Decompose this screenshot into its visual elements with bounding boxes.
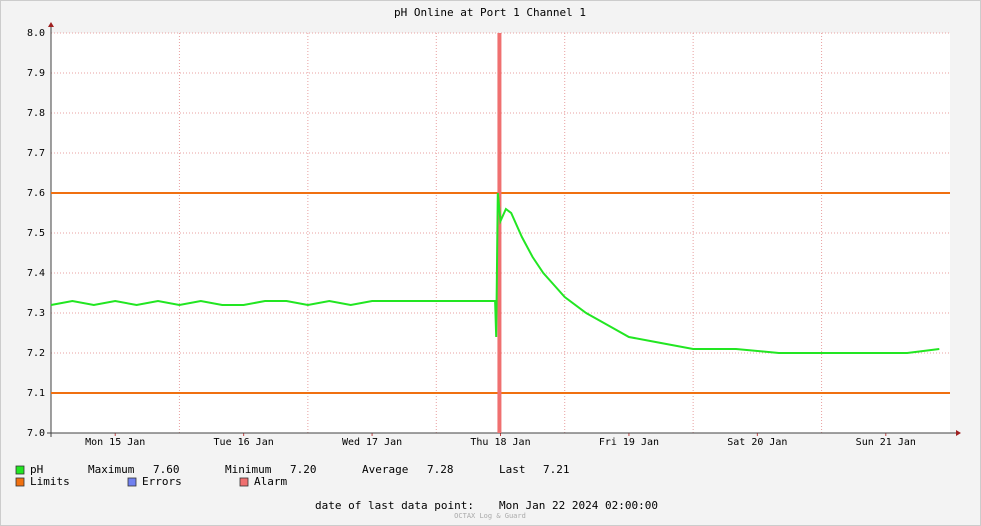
legend-label: Limits	[30, 475, 70, 488]
footer-label: date of last data point:	[315, 499, 474, 512]
axis-arrow	[956, 430, 961, 436]
stat-value: 7.60	[153, 463, 180, 476]
stat-label: Average	[362, 463, 408, 476]
legend-swatch	[127, 477, 137, 487]
footer-value: Mon Jan 22 2024 02:00:00	[499, 499, 658, 512]
y-tick-label: 7.0	[27, 428, 45, 439]
watermark: OCTAX Log & Guard	[454, 512, 526, 520]
grid	[47, 22, 961, 437]
stat-value: 7.20	[290, 463, 317, 476]
marks	[50, 33, 950, 433]
y-tick-label: 7.5	[27, 228, 45, 239]
stat-label: Minimum	[225, 463, 272, 476]
legend-label: pH	[30, 463, 43, 476]
stat-value: 7.21	[543, 463, 570, 476]
x-tick-label: Wed 17 Jan	[342, 437, 402, 448]
axis-arrow	[48, 22, 54, 27]
y-tick-label: 7.2	[27, 348, 45, 359]
y-tick-label: 7.3	[27, 308, 45, 319]
y-tick-label: 7.4	[27, 268, 45, 279]
stat-value: 7.28	[427, 463, 454, 476]
x-tick-label: Mon 15 Jan	[85, 437, 145, 448]
y-tick-label: 8.0	[27, 28, 45, 39]
series-line	[50, 192, 940, 354]
y-tick-label: 7.6	[27, 188, 45, 199]
chart-title: pH Online at Port 1 Channel 1	[394, 6, 586, 19]
x-tick-label: Tue 16 Jan	[214, 437, 274, 448]
x-tick-label: Thu 18 Jan	[470, 437, 530, 448]
legend-swatch	[15, 465, 25, 475]
labels: 7.0 7.1 7.2 7.3 7.4 7.5 7.6 7.7 7.8 7.9 8.0 Mon 15 …	[15, 28, 916, 488]
legend-swatch	[15, 477, 25, 487]
x-tick-label: Fri 19 Jan	[599, 437, 659, 448]
legend-label: Errors	[142, 475, 182, 488]
y-tick-label: 7.9	[27, 68, 45, 79]
legend-swatch	[239, 477, 249, 487]
y-tick-label: 7.7	[27, 148, 45, 159]
y-tick-label: 7.1	[27, 388, 45, 399]
x-tick-label: Sun 21 Jan	[856, 437, 916, 448]
stat-label: Maximum	[88, 463, 135, 476]
y-tick-label: 7.8	[27, 108, 45, 119]
x-tick-label: Sat 20 Jan	[727, 437, 787, 448]
stat-label: Last	[499, 463, 526, 476]
legend-label: Alarm	[254, 475, 287, 488]
